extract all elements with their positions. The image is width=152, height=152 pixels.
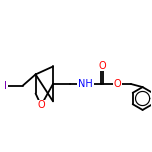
Text: NH: NH bbox=[78, 79, 93, 89]
Text: O: O bbox=[37, 100, 45, 110]
Text: I: I bbox=[4, 81, 7, 90]
Text: O: O bbox=[113, 79, 121, 89]
Text: O: O bbox=[98, 61, 106, 71]
